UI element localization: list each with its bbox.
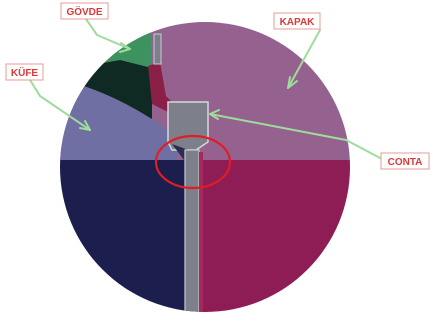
label-kufe-text: KÜFE [11,66,39,79]
label-kufe: KÜFE [5,63,44,81]
label-kapak-text: KAPAK [280,17,316,28]
govde-leader-arrow [85,18,131,53]
lower-left-region [60,160,195,312]
conta-leader-arrow [209,109,383,160]
seal-highlight-circle [154,134,232,190]
kapak-leader-arrow [287,29,321,89]
conta-gasket [153,33,209,312]
label-govde-text: GÖVDE [66,5,102,18]
lower-right-region [195,160,350,312]
label-govde: GÖVDE [60,2,109,20]
label-kapak: KAPAK [273,12,321,30]
label-conta: CONTA [380,152,430,170]
leader-lines [29,18,383,160]
seal-edge-strip [148,62,176,114]
label-conta-text: CONTA [388,157,423,168]
kufe-leader-arrow [29,79,91,131]
govde-region [98,22,152,68]
